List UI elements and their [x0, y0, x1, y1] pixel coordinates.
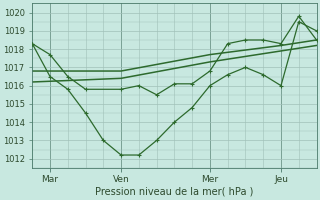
X-axis label: Pression niveau de la mer( hPa ): Pression niveau de la mer( hPa ) — [95, 187, 253, 197]
